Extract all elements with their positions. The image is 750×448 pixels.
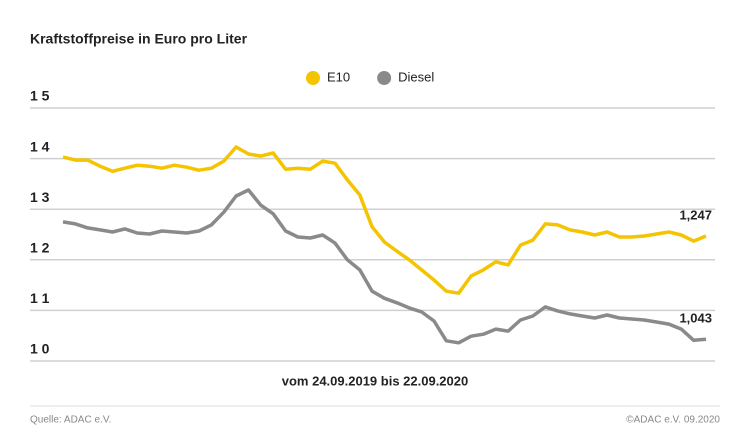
y-tick-label: 1 0 [30,341,50,357]
x-axis-label: vom 24.09.2019 bis 22.09.2020 [282,373,468,388]
line-diesel [62,188,707,345]
y-tick-label: 1 4 [30,138,50,154]
y-tick-label: 1 5 [30,88,50,104]
y-tick-label: 1 1 [30,290,50,306]
line-e10 [62,145,707,295]
legend-swatch [306,71,320,85]
legend-label: Diesel [398,69,434,84]
value-label: 1,247 [679,207,712,222]
chart-title: Kraftstoffpreise in Euro pro Liter [30,31,248,47]
legend-swatch [377,71,392,85]
y-tick-label: 1 3 [30,189,50,205]
value-label: 1,043 [679,311,712,326]
y-tick-label: 1 2 [30,240,50,256]
copyright: ©ADAC e.V. 09.2020 [626,415,720,426]
legend-label: E10 [327,69,350,84]
source: Quelle: ADAC e.V. [30,415,111,426]
